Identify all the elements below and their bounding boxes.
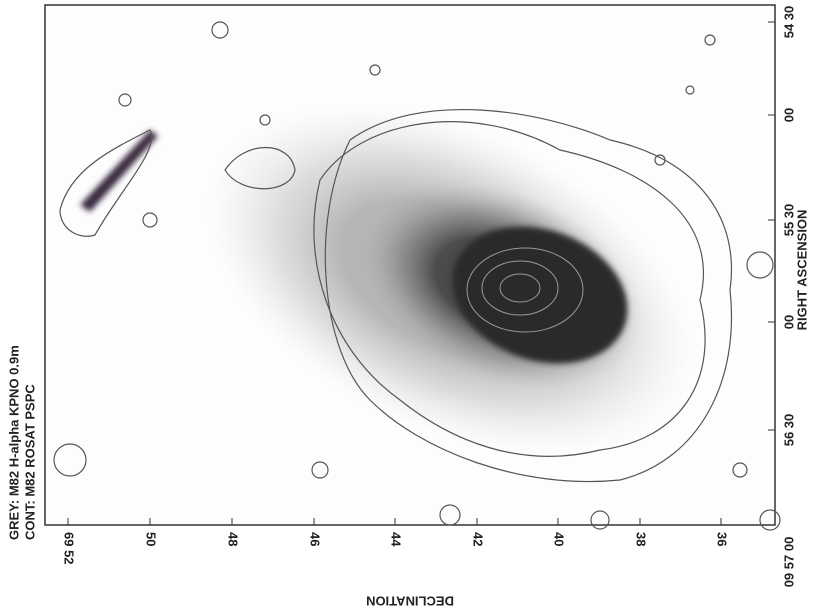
x-tick-label: 69 52 bbox=[62, 532, 77, 565]
x-tick-label: 42 bbox=[471, 532, 486, 546]
y-tick-label: 00 bbox=[781, 108, 796, 122]
x-axis-title: DECLINATION bbox=[366, 594, 454, 609]
y-tick-label: 09 57 00 bbox=[781, 537, 796, 588]
legend-line: GREY: M82 H-alpha KPNO 0.9m bbox=[6, 345, 21, 540]
x-tick-label: 40 bbox=[552, 532, 567, 546]
y-tick-label: 54 30 bbox=[781, 6, 796, 39]
y-axis-title: RIGHT ASCENSION bbox=[794, 210, 809, 331]
x-tick-label: 38 bbox=[634, 532, 649, 546]
y-tick-label: 56 30 bbox=[781, 414, 796, 447]
legend-line: CONT: M82 ROSAT PSPC bbox=[22, 384, 37, 540]
x-tick-label: 48 bbox=[226, 532, 241, 546]
y-tick-label: 00 bbox=[781, 315, 796, 329]
x-tick-label: 36 bbox=[715, 532, 730, 546]
y-tick-label: 55 30 bbox=[781, 204, 796, 237]
image bbox=[53, 21, 781, 531]
x-tick-label: 46 bbox=[308, 532, 323, 546]
x-tick-label: 44 bbox=[389, 532, 404, 547]
x-tick-label: 50 bbox=[144, 532, 159, 546]
